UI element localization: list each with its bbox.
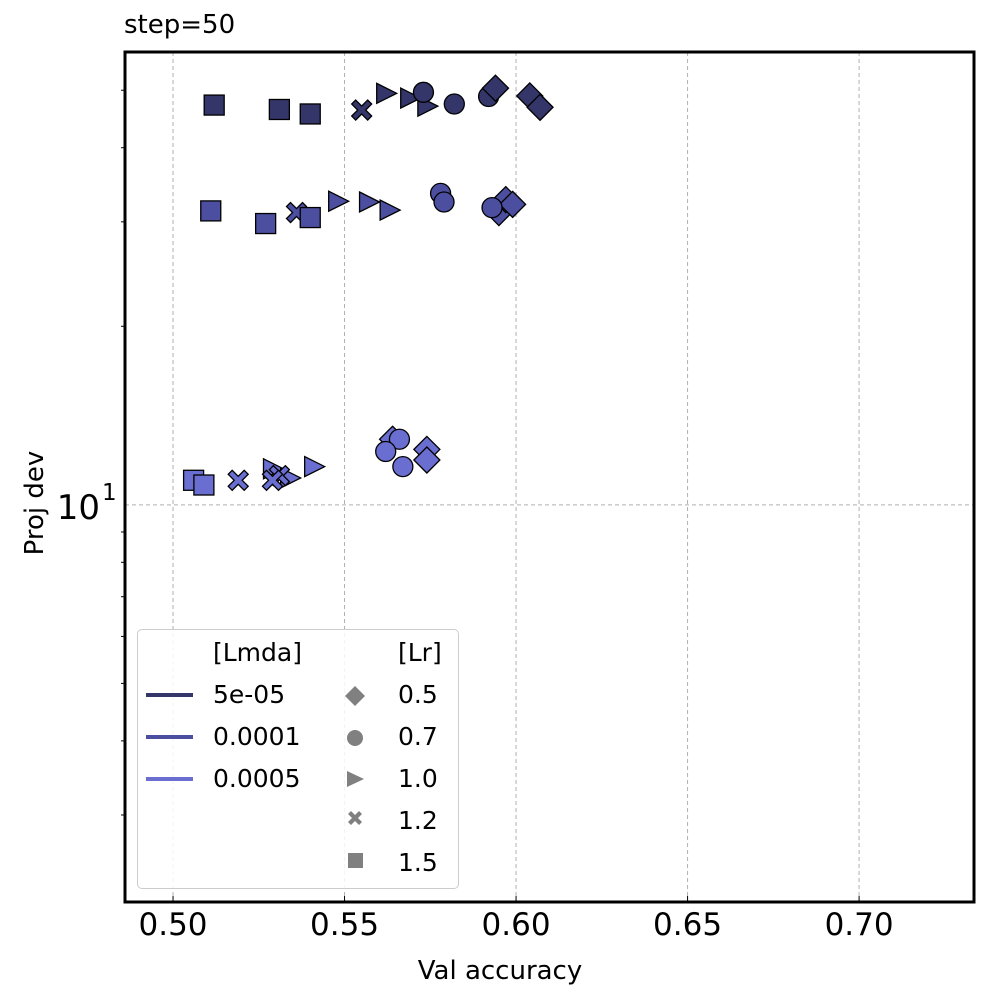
point-square [268,98,291,121]
circle-icon [347,730,363,746]
point-triangle-right [400,87,423,110]
point-square [200,200,222,222]
point-triangle-right [304,455,327,478]
point-triangle-right [358,190,382,214]
svg-text:0.55: 0.55 [310,907,379,943]
point-circle [433,191,455,213]
legend-marker-icons [345,686,365,868]
point-circle [412,81,435,103]
point-square [254,212,277,235]
legend-label-lmda-2: 0.0005 [213,764,301,793]
point-x [227,469,250,492]
legend-label-lr-1: 0.7 [398,722,438,751]
legend-label-lr-0: 0.5 [398,680,438,709]
point-circle [443,93,465,115]
point-square [193,474,215,496]
svg-text:0.65: 0.65 [653,907,722,943]
point-x [261,469,284,492]
svg-text:10: 10 [57,488,100,528]
svg-text:0.70: 0.70 [825,907,894,943]
diamond-icon [345,686,365,706]
triangle-right-icon [347,771,364,787]
point-circle [388,428,411,450]
point-diamond [481,74,510,103]
point-square [299,206,321,229]
legend-line-5e-05 [146,693,193,697]
legend-label-lmda-1: 0.0001 [213,722,301,751]
point-circle [375,440,397,463]
data-points [182,74,554,496]
point-circle [392,455,414,478]
point-square [203,94,225,116]
svg-text:1: 1 [102,480,117,506]
y-axis-ticks: 10 1 [57,480,117,528]
legend-marker-title: [Lr] [398,638,442,667]
legend: [Lmda] [Lr] 5e-05 0.0001 0.0005 0.5 0.7 … [137,629,459,889]
legend-line-0.0001 [146,735,193,739]
point-x [350,99,373,121]
chart-title: step=50 [124,10,236,40]
plot-frame [123,50,976,904]
x-marker-icon [348,811,362,825]
svg-text:0.60: 0.60 [482,907,551,943]
legend-label-lr-2: 1.0 [398,764,438,793]
point-diamond [412,446,441,474]
point-triangle-right [376,82,399,105]
legend-label-lr-4: 1.5 [398,848,438,877]
legend-label-lmda-0: 5e-05 [213,680,286,709]
legend-line-0.0005 [146,777,193,781]
x-axis-label: Val accuracy [417,956,583,986]
y-axis-label: Proj dev [20,450,50,556]
x-axis-ticks: 0.50 0.55 0.60 0.65 0.70 [139,896,894,943]
point-diamond [526,93,554,122]
point-circle [481,196,503,219]
point-square [299,103,321,125]
legend-color-title: [Lmda] [213,638,302,667]
square-icon [348,853,363,868]
point-triangle-right [379,199,402,222]
point-triangle-right [328,190,351,213]
svg-text:0.50: 0.50 [139,907,208,943]
point-diamond [498,190,527,219]
legend-label-lr-3: 1.2 [398,806,438,835]
